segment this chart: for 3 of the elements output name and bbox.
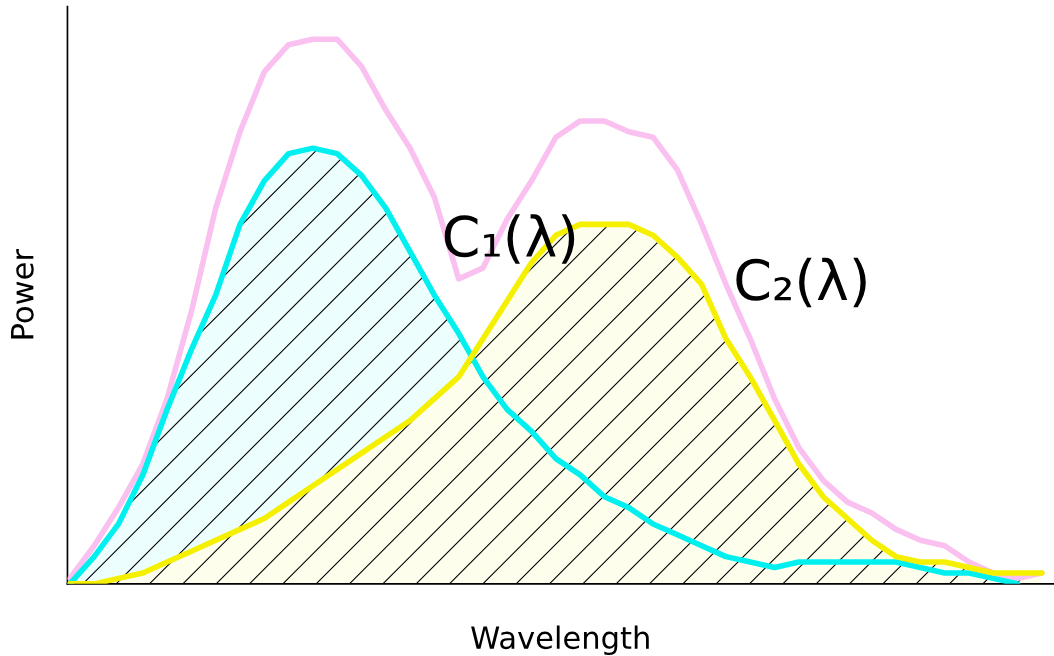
y-axis-title: Power xyxy=(11,249,34,339)
x-axis-title: Wavelength xyxy=(471,625,649,656)
series-label: C₂(λ) xyxy=(736,257,866,308)
